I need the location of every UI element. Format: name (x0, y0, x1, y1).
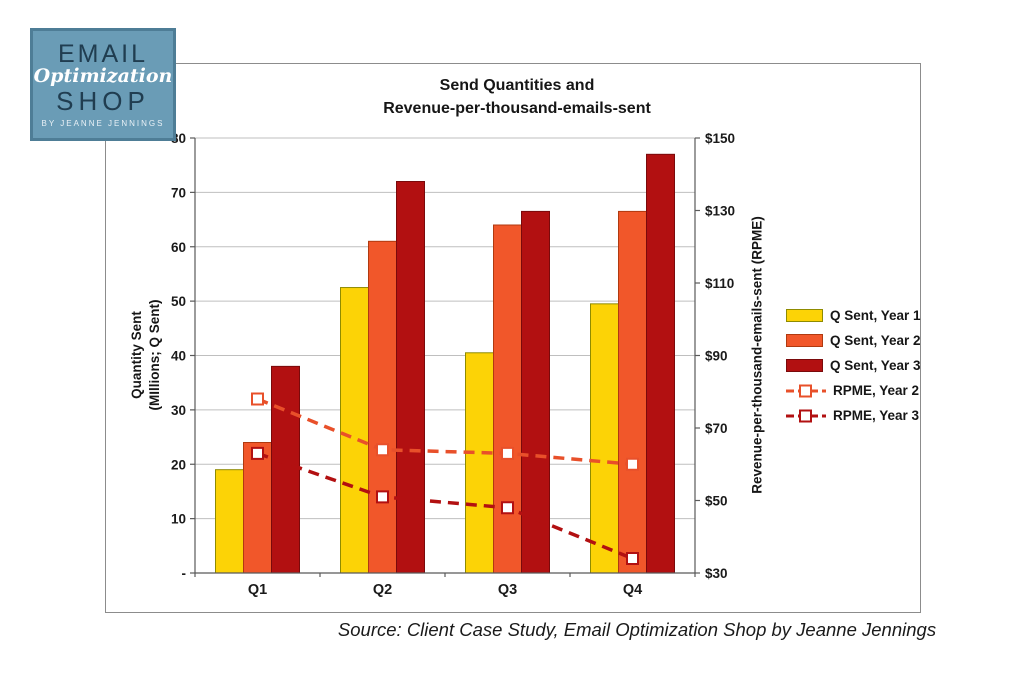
legend-label: RPME, Year 3 (833, 408, 920, 423)
legend-label: RPME, Year 2 (833, 383, 920, 398)
right-axis-tick-label: $90 (705, 349, 728, 364)
legend-bar-swatch (786, 334, 823, 347)
bar-q-sent-year-3-q3 (521, 210, 550, 574)
logo-optimization-text: Optimization (33, 64, 173, 87)
right-axis-title: Revenue-per-thousand-emails-sent (RPME) (749, 216, 765, 494)
line-rpme-year-2 (256, 397, 633, 466)
marker-rpme-year-3-q4 (626, 552, 639, 565)
left-axis-tick-label: 30 (171, 403, 186, 418)
left-axis-tick-label: 20 (171, 457, 186, 472)
marker-rpme-year-3-q1 (251, 446, 264, 460)
legend-item-q-sent-year-3: Q Sent, Year 3 (786, 353, 921, 378)
bar-q-sent-year-3-q1 (271, 365, 300, 574)
legend-item-rpme-year-3: RPME, Year 3 (786, 403, 921, 428)
marker-rpme-year-2-q3 (501, 446, 514, 460)
marker-rpme-year-2-q4 (626, 457, 639, 471)
logo-byline-text: BY JEANNE JENNINGS (41, 119, 165, 129)
right-axis-tick-label: $70 (705, 421, 728, 436)
chart-legend: Q Sent, Year 1 Q Sent, Year 2 Q Sent, Year… (786, 303, 921, 428)
logo-email-text: EMAIL (57, 39, 149, 68)
bar-q-sent-year-2-q1 (243, 442, 272, 574)
right-axis-tick-label: $30 (705, 566, 728, 581)
logo-shop-text: SHOP (56, 85, 150, 116)
email-optimization-shop-logo: EMAIL Optimization SHOP BY JEANNE JENNIN… (30, 28, 176, 141)
left-axis-tick-label: 70 (171, 185, 186, 200)
left-axis-title-line2: (MIllions; Q Sent) (147, 299, 162, 411)
legend-bar-swatch (786, 309, 823, 322)
marker-rpme-year-3-q3 (501, 501, 514, 515)
marker-rpme-year-3-q2 (376, 490, 389, 504)
left-axis-tick-label: - (182, 566, 187, 581)
marker-rpme-year-2-q1 (251, 392, 264, 406)
left-axis-title: Quantity Sent (MIllions; Q Sent) (128, 300, 164, 411)
marker-rpme-year-2-q2 (376, 443, 389, 457)
legend-item-rpme-year-2: RPME, Year 2 (786, 378, 921, 403)
line-rpme-year-3 (256, 451, 634, 561)
left-axis-title-line1: Quantity Sent (128, 311, 144, 399)
right-axis-tick-label: $150 (705, 131, 735, 146)
bar-q-sent-year-2-q2 (368, 240, 397, 574)
chart-title-line2: Revenue-per-thousand-emails-sent (383, 100, 651, 118)
legend-label: Q Sent, Year 3 (830, 358, 921, 373)
bar-q-sent-year-2-q4 (618, 210, 647, 574)
bar-q-sent-year-1-q4 (590, 303, 619, 574)
legend-bar-swatch (786, 359, 823, 372)
bar-q-sent-year-1-q1 (215, 469, 244, 574)
legend-item-q-sent-year-1: Q Sent, Year 1 (786, 303, 921, 328)
right-axis-tick-label: $130 (705, 204, 735, 219)
chart-title: Send Quantities and Revenue-per-thousand… (317, 74, 717, 120)
left-axis-tick-label: 40 (171, 349, 186, 364)
legend-item-q-sent-year-2: Q Sent, Year 2 (786, 328, 921, 353)
category-label-q2: Q2 (373, 582, 392, 598)
bar-q-sent-year-3-q2 (396, 181, 425, 574)
legend-line-sample (786, 409, 826, 422)
legend-label: Q Sent, Year 1 (830, 308, 921, 323)
source-caption: Source: Client Case Study, Email Optimiz… (337, 619, 937, 640)
left-axis-tick-label: 50 (171, 294, 186, 309)
right-axis-tick-label: $50 (705, 494, 728, 509)
left-axis-tick-label: 60 (171, 240, 186, 255)
category-label-q3: Q3 (498, 582, 517, 598)
left-axis-tick-label: 10 (171, 512, 186, 527)
bar-q-sent-year-1-q2 (340, 287, 369, 574)
category-label-q1: Q1 (248, 582, 267, 598)
legend-line-sample (786, 384, 826, 397)
bar-q-sent-year-1-q3 (465, 352, 494, 574)
right-axis-tick-label: $110 (705, 276, 734, 291)
bar-q-sent-year-2-q3 (493, 224, 522, 574)
bar-q-sent-year-3-q4 (646, 153, 675, 574)
category-label-q4: Q4 (623, 582, 642, 598)
chart-title-line1: Send Quantities and (439, 77, 595, 94)
legend-label: Q Sent, Year 2 (830, 333, 921, 348)
